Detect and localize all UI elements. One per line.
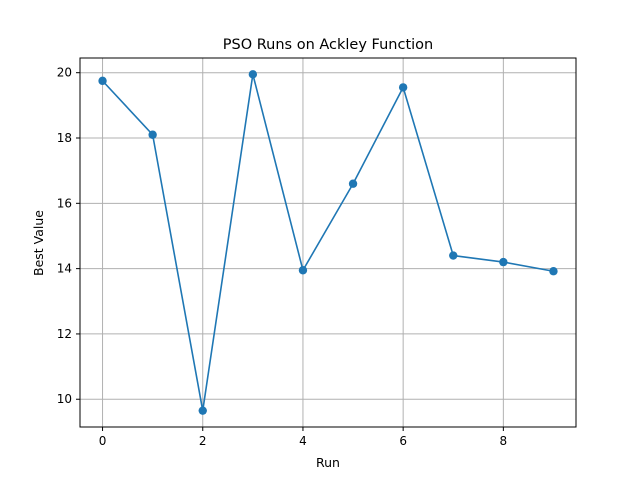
data-point [298, 266, 308, 275]
data-point [98, 76, 107, 86]
data-point [449, 251, 458, 260]
x-tick-label: 2 [199, 434, 207, 448]
x-tick-label: 8 [500, 434, 508, 448]
y-tick-label: 16 [57, 196, 72, 210]
x-tick-label: 0 [99, 434, 107, 448]
data-point [398, 83, 408, 92]
x-tick-label: 4 [299, 434, 307, 448]
y-tick-label: 12 [57, 327, 72, 341]
grid [80, 58, 576, 427]
data-point [549, 267, 558, 276]
axis-ticks: 0 2 4 6 8 10 12 14 16 18 20 [57, 66, 507, 448]
plot-frame [79, 57, 577, 428]
data-point [499, 257, 508, 267]
data-point [148, 130, 157, 139]
y-tick-label: 14 [57, 262, 72, 276]
data-point [248, 70, 258, 79]
y-tick-label: 18 [57, 131, 72, 145]
series-layer [98, 70, 558, 415]
x-axis-label: Run [316, 455, 340, 470]
y-axis-label: Best Value [31, 210, 46, 276]
x-tick-label: 6 [399, 434, 407, 448]
data-point [348, 179, 358, 188]
series-line [101, 73, 554, 412]
data-point [198, 406, 207, 415]
y-tick-label: 20 [57, 66, 72, 80]
y-tick-label: 10 [57, 392, 72, 406]
chart-title: PSO Runs on Ackley Function [223, 37, 433, 53]
